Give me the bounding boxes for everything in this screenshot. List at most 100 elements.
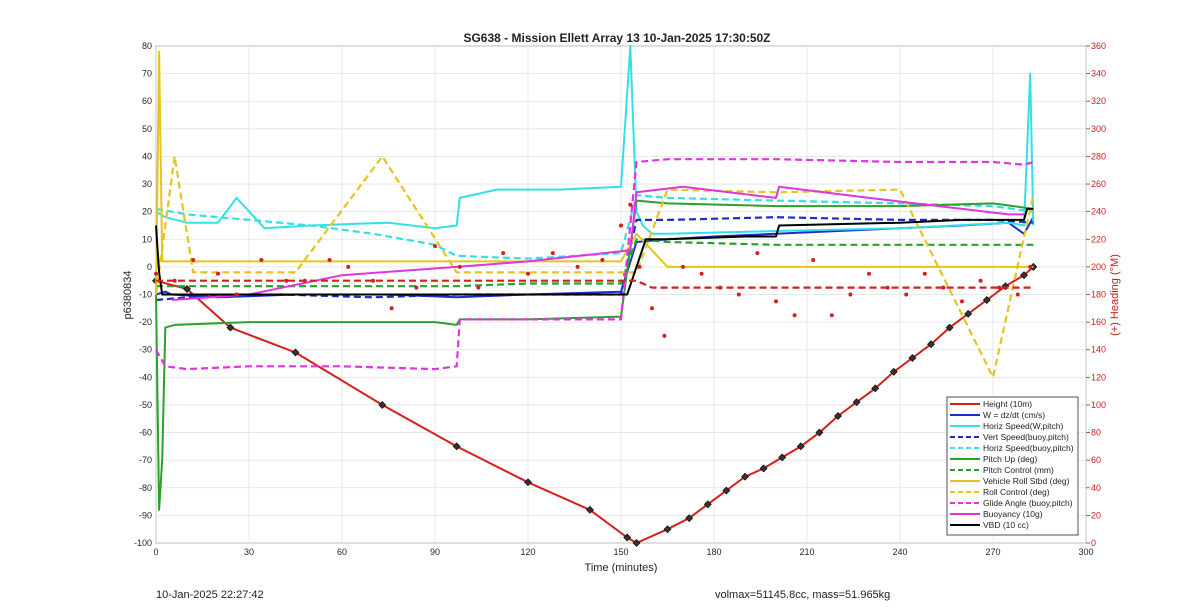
x-axis-ticks: 0 30 60 90 120 150 180 210 240 270 300	[153, 547, 1093, 557]
height-marker	[982, 296, 991, 304]
right-tick-label: 280	[1091, 151, 1106, 161]
y-tick-label: 0	[147, 262, 152, 272]
series-line	[155, 207, 1034, 296]
right-tick-label: 0	[1091, 538, 1096, 548]
series-line	[155, 158, 1034, 371]
heading-point	[997, 285, 1002, 290]
height-marker	[927, 340, 935, 349]
heading-point	[191, 257, 196, 262]
heading-point	[681, 264, 685, 269]
y-tick-label: -100	[134, 538, 152, 548]
height-marker	[586, 505, 594, 514]
heading-point	[662, 333, 667, 338]
heading-point	[526, 271, 530, 276]
height-marker	[632, 539, 641, 547]
right-tick-label: 120	[1091, 372, 1106, 382]
heading-point	[736, 292, 741, 297]
heading-point	[346, 264, 351, 269]
series-2	[155, 45, 1035, 235]
series-line	[155, 199, 1034, 511]
y-tick-label: -70	[139, 455, 152, 465]
series-line	[171, 185, 1024, 301]
right-tick-label: 220	[1091, 234, 1106, 244]
right-tick-label: 300	[1091, 124, 1106, 134]
y-tick-label: -80	[139, 483, 152, 493]
x-tick-label: 150	[613, 547, 628, 557]
legend-entry: Horiz Speed(W,pitch)	[983, 421, 1063, 431]
height-marker	[378, 401, 387, 409]
y-axis-ticks: 80 70 60 50 40 30 20 10 0 -10 -20 -30 -40 -50 -60 -70 -8…	[134, 41, 152, 548]
legend-entry: Glide Angle (buoy,pitch)	[983, 498, 1073, 508]
series-7	[155, 50, 1034, 295]
height-marker	[889, 367, 898, 376]
chart-title: SG638 - Mission Ellett Array 13 10-Jan-2…	[463, 31, 770, 45]
height-marker	[871, 384, 880, 393]
heading-point	[650, 306, 654, 311]
heading-point	[600, 257, 605, 262]
right-tick-label: 240	[1091, 207, 1106, 217]
series-6	[156, 238, 1034, 288]
series-10	[171, 185, 1024, 301]
heading-point	[550, 251, 555, 256]
x-tick-label: 240	[892, 547, 907, 557]
y-tick-label: 20	[142, 207, 152, 217]
heading-point	[904, 292, 909, 297]
right-axis-ticks: 3603403203002802602402202001801601401201…	[1086, 41, 1106, 548]
x-tick-label: 60	[337, 547, 347, 557]
series-4	[155, 194, 1034, 260]
y-tick-label: 80	[142, 41, 152, 51]
series-11	[155, 207, 1034, 296]
series-5	[155, 199, 1034, 511]
heading-point	[811, 257, 816, 262]
heading-point	[389, 306, 394, 311]
height-marker	[524, 478, 532, 487]
heading-point	[867, 271, 871, 276]
y-tick-label: -50	[139, 400, 152, 410]
heading-point	[628, 202, 633, 207]
heading-point	[234, 292, 239, 297]
right-tick-label: 360	[1091, 41, 1106, 51]
right-axis-label: (+) Heading (°M)	[1109, 254, 1121, 336]
height-marker	[452, 442, 461, 451]
heading-point	[414, 285, 419, 290]
legend-box	[946, 396, 1079, 536]
legend-entry: VBD (10 cc)	[983, 520, 1029, 530]
heading-point	[792, 313, 797, 318]
series-8	[154, 155, 1035, 379]
heading-point	[1015, 292, 1020, 297]
y-tick-label: 50	[142, 124, 152, 134]
right-tick-label: 80	[1091, 428, 1101, 438]
height-marker	[722, 486, 731, 495]
y-tick-label: -90	[139, 510, 152, 520]
legend-entry: Horiz Speed(buoy,pitch)	[983, 443, 1074, 453]
x-tick-label: 30	[244, 547, 254, 557]
y-tick-label: 60	[142, 96, 152, 106]
height-marker	[291, 348, 300, 357]
x-tick-label: 180	[706, 547, 721, 557]
legend-entry: Height (10m)	[983, 399, 1032, 409]
x-axis-label: Time (minutes)	[585, 562, 658, 574]
heading-point	[978, 278, 983, 283]
heading-point	[284, 278, 289, 283]
heading-point	[848, 292, 853, 297]
height-marker	[834, 412, 842, 420]
right-tick-label: 160	[1091, 317, 1106, 327]
legend-entry: Vehicle Roll Stbd (deg)	[983, 476, 1070, 486]
heading-point	[457, 264, 462, 269]
x-tick-label: 300	[1078, 547, 1093, 557]
legend-entry: W = dz/dt (cm/s)	[983, 410, 1045, 420]
right-tick-label: 200	[1091, 262, 1106, 272]
heading-point	[433, 244, 437, 249]
height-marker	[796, 442, 805, 451]
series-line	[154, 155, 1035, 379]
right-tick-label: 320	[1091, 96, 1106, 106]
y-tick-label: -20	[139, 317, 152, 327]
height-marker	[183, 285, 191, 293]
heading-point	[327, 257, 332, 262]
height-marker	[623, 533, 632, 542]
legend-entry: Pitch Control (mm)	[983, 465, 1054, 475]
right-tick-label: 180	[1091, 290, 1106, 300]
series-line	[156, 279, 1034, 289]
height-marker	[663, 525, 672, 534]
